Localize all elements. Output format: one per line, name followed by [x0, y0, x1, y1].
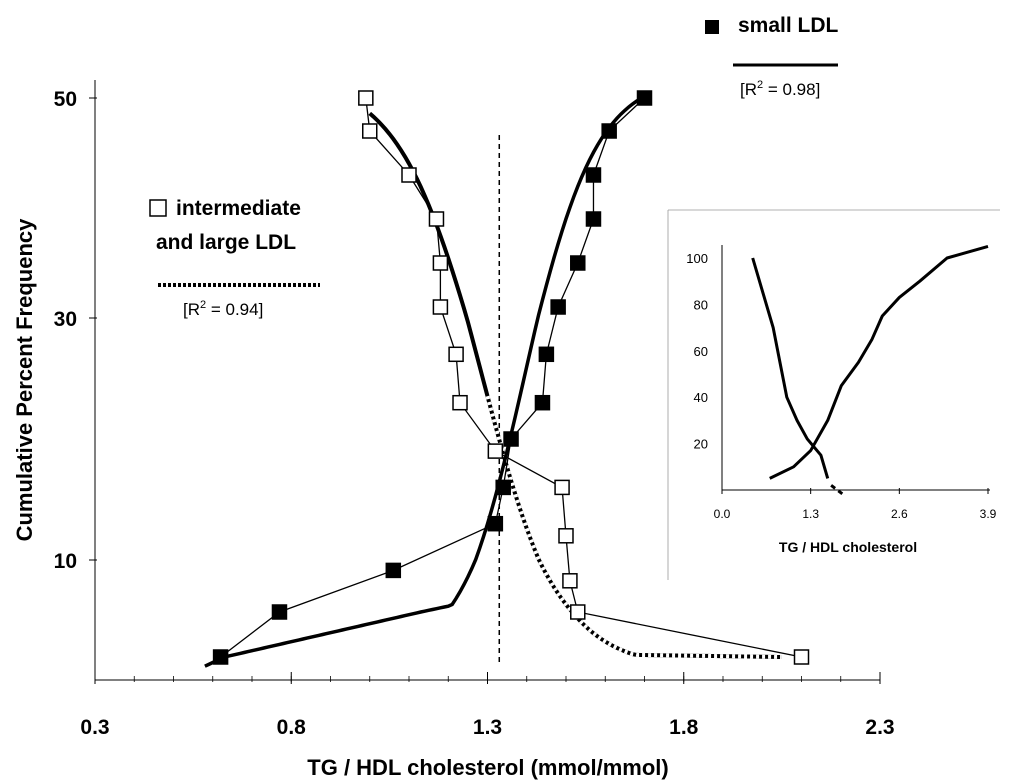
data-point-open	[402, 168, 416, 182]
inset-x-tick-label: 3.9	[980, 507, 997, 521]
inset-series-line-intermediate	[753, 258, 828, 478]
data-point-open	[555, 480, 569, 494]
data-point-filled	[386, 563, 400, 577]
open-square-marker-icon	[150, 200, 166, 216]
data-point-filled	[571, 256, 585, 270]
data-point-open	[433, 256, 447, 270]
fit-curves	[205, 99, 782, 667]
inset-series-line-small	[770, 246, 988, 478]
r2-label: [R	[740, 80, 757, 99]
data-point-open	[571, 605, 585, 619]
series-group	[214, 91, 809, 664]
data-point-filled	[602, 124, 616, 138]
inset-x-tick-label: 1.3	[802, 507, 819, 521]
x-tick-label: 2.3	[865, 716, 894, 739]
data-point-filled	[638, 91, 652, 105]
series-line-intermediate	[366, 98, 802, 657]
legend-small-label: small LDL	[738, 14, 839, 37]
data-point-open	[363, 124, 377, 138]
legend-r2-intermediate: [R2 = 0.94]	[183, 299, 263, 319]
y-axis-title: Cumulative Percent Frequency	[12, 218, 37, 542]
data-point-filled	[551, 300, 565, 314]
x-tick-label: 1.3	[473, 716, 502, 739]
legend-small: small LDL [R2 = 0.98]	[705, 14, 839, 99]
legend-r2-small: [R2 = 0.98]	[740, 79, 820, 99]
legend-intermediate-line2: and large LDL	[156, 231, 296, 254]
legend-intermediate-line1: intermediate	[176, 197, 301, 220]
data-point-filled	[272, 605, 286, 619]
inset-x-axis-title: TG / HDL cholesterol	[779, 539, 917, 555]
data-point-filled	[539, 347, 553, 361]
data-point-filled	[496, 480, 510, 494]
inset-y-tick-label: 60	[694, 344, 708, 359]
x-tick-label: 0.8	[277, 716, 307, 739]
r2-label: [R	[183, 300, 200, 319]
data-point-filled	[488, 517, 502, 531]
inset-chart: 0.0 1.3 2.6 3.9 20 40 60 80 100 TG / HDL cholest…	[668, 210, 1000, 580]
main-ticks: 0.3 0.8 1.3 1.8 2.3 10 30 50	[54, 88, 895, 739]
inset-y-tick-label: 80	[694, 297, 708, 312]
inset-x-tick-label: 0.0	[714, 507, 731, 521]
x-tick-label: 1.8	[669, 716, 699, 739]
data-point-open	[795, 650, 809, 664]
legend-intermediate: intermediate and large LDL [R2 = 0.94]	[150, 197, 320, 319]
data-point-open	[429, 212, 443, 226]
fit-curve-intermediate-dots	[488, 396, 782, 657]
data-point-open	[359, 91, 373, 105]
data-point-filled	[586, 168, 600, 182]
data-point-open	[559, 529, 573, 543]
data-point-open	[433, 300, 447, 314]
x-axis-title: TG / HDL cholesterol (mmol/mmol)	[307, 755, 668, 780]
r2-value: = 0.94]	[206, 300, 263, 319]
inset-series-group	[753, 246, 988, 494]
x-tick-label: 0.3	[80, 716, 109, 739]
data-point-filled	[586, 212, 600, 226]
y-tick-label: 10	[54, 550, 77, 573]
inset-y-tick-label: 20	[694, 437, 708, 452]
data-point-open	[488, 444, 502, 458]
inset-x-tick-label: 2.6	[891, 507, 908, 521]
main-chart: 0.3 0.8 1.3 1.8 2.3 10 30 50 TG / HDL cholester…	[12, 80, 895, 780]
data-point-filled	[535, 396, 549, 410]
inset-y-tick-label: 40	[694, 390, 708, 405]
inset-y-tick-label: 100	[686, 251, 708, 266]
r2-value: = 0.98]	[763, 80, 820, 99]
filled-square-marker-icon	[705, 20, 719, 34]
y-tick-label: 50	[54, 88, 77, 111]
data-point-filled	[504, 432, 518, 446]
data-point-open	[453, 396, 467, 410]
data-point-filled	[214, 650, 228, 664]
data-point-open	[449, 347, 463, 361]
y-tick-label: 30	[54, 308, 77, 331]
data-point-open	[563, 574, 577, 588]
